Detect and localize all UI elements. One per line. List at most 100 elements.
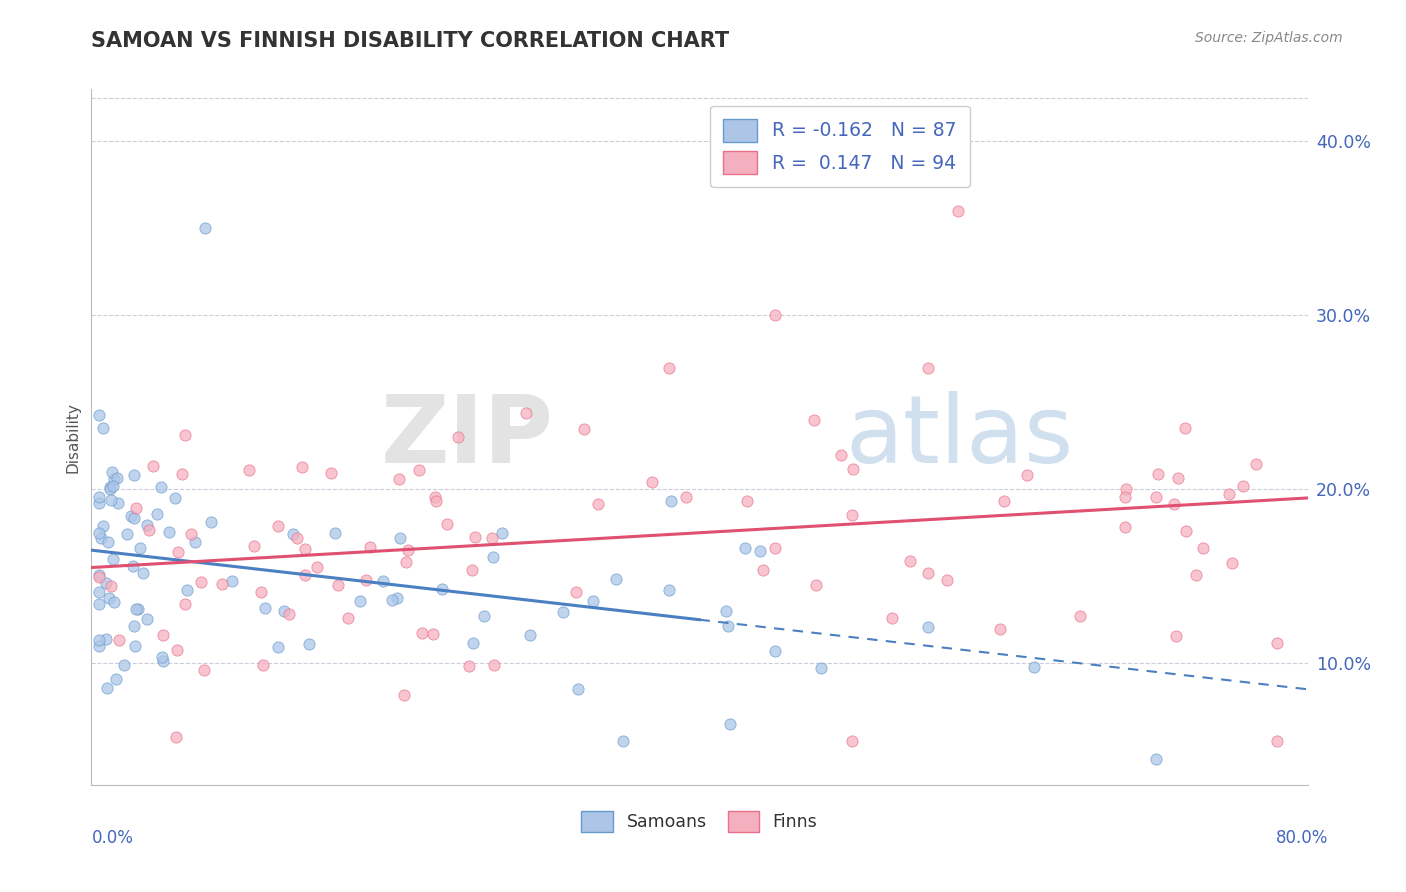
Point	[173, 597, 195, 611]
Point	[194, 221, 217, 235]
Point	[285, 531, 308, 545]
Point	[97, 535, 120, 549]
Point	[100, 579, 122, 593]
Point	[90, 532, 112, 546]
Point	[307, 560, 329, 574]
Point	[87, 640, 110, 654]
Point	[359, 540, 381, 554]
Point	[193, 664, 215, 678]
Point	[422, 627, 444, 641]
Point	[127, 602, 149, 616]
Point	[749, 544, 772, 558]
Point	[96, 576, 118, 591]
Point	[132, 566, 155, 580]
Point	[1220, 556, 1243, 570]
Point	[281, 527, 304, 541]
Point	[1174, 421, 1197, 435]
Point	[882, 611, 904, 625]
Point	[464, 530, 486, 544]
Point	[149, 479, 172, 493]
Point	[658, 582, 681, 597]
Point	[659, 494, 682, 508]
Point	[103, 595, 125, 609]
Point	[165, 730, 187, 744]
Point	[1265, 635, 1288, 649]
Point	[718, 717, 741, 731]
Point	[122, 619, 145, 633]
Point	[574, 422, 596, 436]
Point	[125, 500, 148, 515]
Point	[142, 459, 165, 474]
Point	[250, 584, 273, 599]
Text: Source: ZipAtlas.com: Source: ZipAtlas.com	[1195, 31, 1343, 45]
Point	[124, 639, 146, 653]
Point	[165, 491, 187, 505]
Point	[267, 519, 290, 533]
Point	[103, 551, 125, 566]
Point	[87, 491, 110, 505]
Point	[190, 574, 212, 589]
Point	[641, 475, 664, 490]
Text: 80.0%: 80.0%	[1277, 829, 1329, 847]
Point	[898, 554, 921, 568]
Point	[267, 640, 290, 654]
Point	[129, 541, 152, 555]
Text: 0.0%: 0.0%	[91, 829, 134, 847]
Point	[612, 734, 634, 748]
Point	[87, 496, 110, 510]
Point	[87, 632, 110, 647]
Point	[166, 643, 188, 657]
Point	[98, 591, 121, 606]
Point	[157, 524, 180, 539]
Point	[172, 467, 194, 481]
Point	[112, 658, 135, 673]
Point	[917, 360, 939, 375]
Point	[461, 563, 484, 577]
Point	[842, 461, 865, 475]
Point	[1265, 734, 1288, 748]
Text: atlas: atlas	[845, 391, 1074, 483]
Point	[765, 644, 787, 658]
Point	[1167, 471, 1189, 485]
Text: ZIP: ZIP	[381, 391, 554, 483]
Point	[1218, 487, 1240, 501]
Point	[1144, 752, 1167, 766]
Point	[152, 650, 174, 665]
Point	[1144, 491, 1167, 505]
Point	[105, 471, 128, 485]
Point	[107, 496, 129, 510]
Point	[291, 460, 314, 475]
Point	[988, 622, 1011, 636]
Point	[381, 592, 404, 607]
Point	[91, 421, 114, 435]
Point	[1115, 482, 1137, 496]
Point	[394, 688, 416, 702]
Point	[565, 585, 588, 599]
Point	[1163, 497, 1185, 511]
Point	[252, 658, 274, 673]
Point	[152, 654, 174, 668]
Y-axis label: Disability: Disability	[65, 401, 80, 473]
Point	[658, 360, 681, 375]
Point	[167, 545, 190, 559]
Point	[183, 535, 205, 549]
Point	[519, 627, 541, 641]
Point	[1192, 541, 1215, 555]
Point	[176, 583, 198, 598]
Point	[675, 491, 697, 505]
Point	[388, 472, 411, 486]
Point	[810, 661, 832, 675]
Point	[408, 463, 430, 477]
Point	[121, 559, 143, 574]
Legend: Samoans, Finns: Samoans, Finns	[575, 804, 824, 838]
Point	[717, 619, 740, 633]
Point	[446, 430, 468, 444]
Point	[152, 628, 174, 642]
Point	[803, 413, 825, 427]
Point	[735, 494, 758, 508]
Point	[103, 472, 125, 486]
Point	[135, 612, 157, 626]
Point	[371, 574, 394, 588]
Point	[104, 672, 127, 686]
Point	[124, 468, 146, 483]
